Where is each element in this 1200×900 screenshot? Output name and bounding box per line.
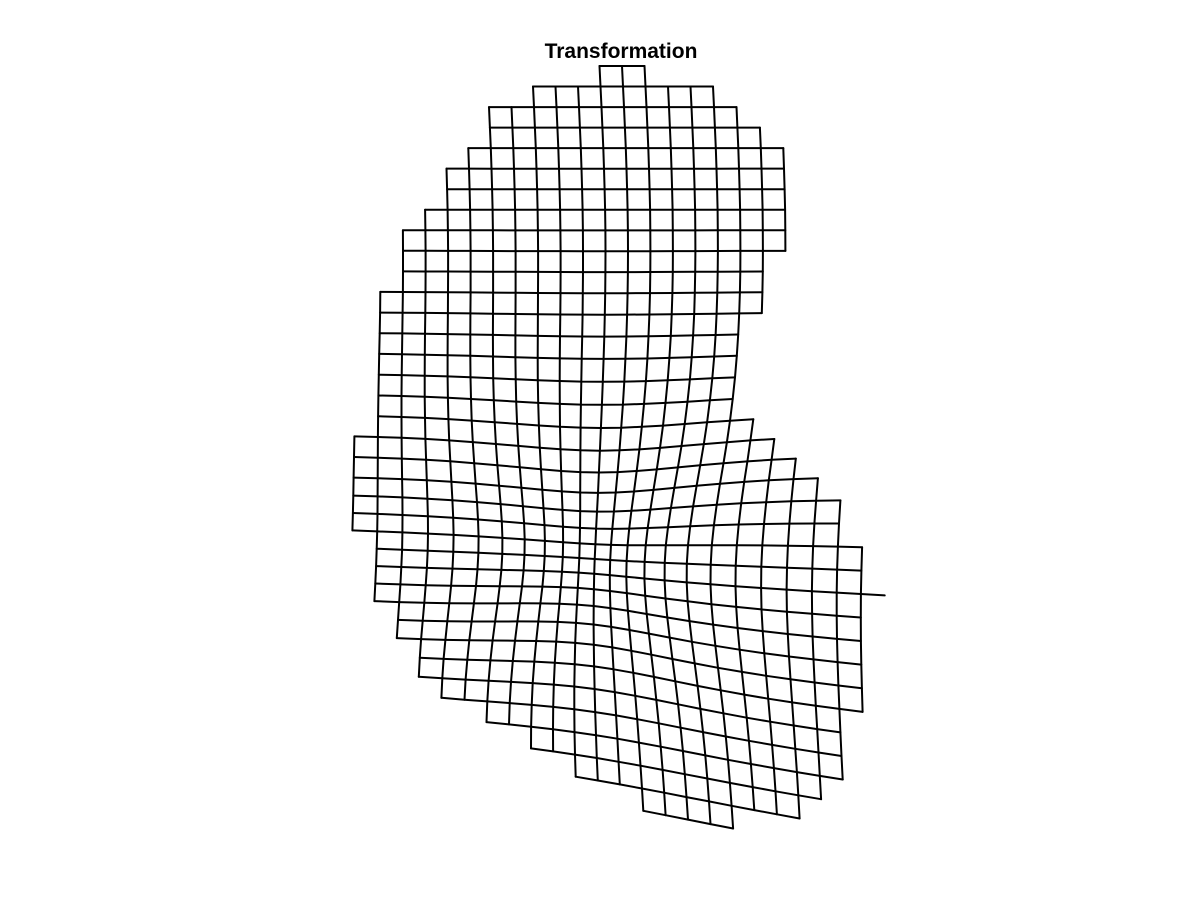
grid-line-vertical <box>685 85 719 826</box>
grid-line-vertical <box>573 85 584 778</box>
grid-line-horizontal <box>397 618 863 666</box>
grid-line-vertical <box>782 147 787 252</box>
deformed-grid-mesh <box>351 65 886 830</box>
plot-title: Transformation <box>545 40 698 63</box>
grid-line-vertical <box>835 499 844 781</box>
grid-line-vertical <box>760 438 778 816</box>
grid-line-horizontal <box>530 747 823 801</box>
grid-line-horizontal <box>395 637 863 690</box>
grid-line-vertical <box>552 85 565 753</box>
grid-line-vertical <box>530 85 546 750</box>
grid-line-vertical <box>373 290 382 603</box>
grid-line-horizontal <box>417 675 842 734</box>
grid-line-horizontal <box>377 415 755 429</box>
grid-line-horizontal <box>379 311 763 316</box>
grid-line-vertical <box>592 65 607 782</box>
grid-line-vertical <box>859 546 864 713</box>
grid-line-vertical <box>351 435 356 532</box>
grid-line-horizontal <box>353 435 776 452</box>
grid-line-vertical <box>485 106 504 724</box>
grid-line-vertical <box>810 477 823 801</box>
grid-line-vertical <box>508 106 526 726</box>
grid-line-vertical <box>709 106 742 830</box>
grid-line-vertical <box>785 457 801 820</box>
grid-line-vertical <box>417 208 429 678</box>
grid-line-vertical <box>758 126 764 315</box>
grid-line-horizontal <box>351 529 864 549</box>
grid-line-vertical <box>734 418 756 812</box>
grid-line-vertical <box>463 147 480 701</box>
grid-line-vertical <box>440 167 455 699</box>
grid-line-horizontal <box>352 476 819 494</box>
grid-line-horizontal <box>379 290 764 295</box>
grid-line-vertical <box>608 65 629 786</box>
grid-line-horizontal <box>375 565 886 597</box>
grid-line-vertical <box>395 229 404 640</box>
grid-line-vertical <box>663 85 697 821</box>
grid-line-vertical <box>643 85 674 817</box>
grid-line-vertical <box>625 65 652 812</box>
